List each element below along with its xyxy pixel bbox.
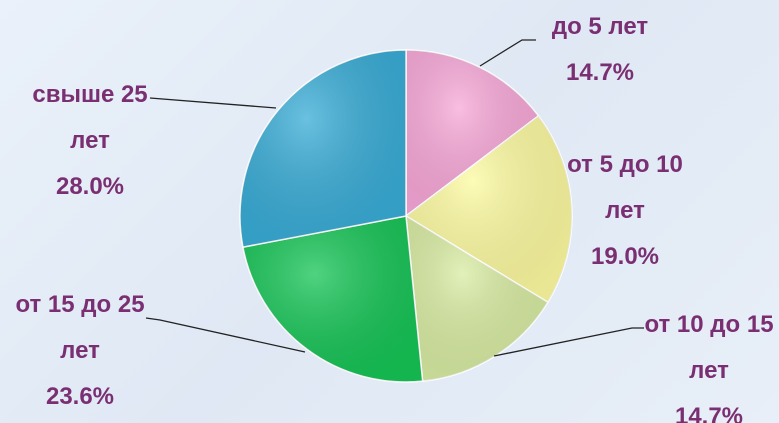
value-label: 19.0% [590,243,660,270]
category-label: от 10 до 15 лет [644,311,774,384]
leader-line [149,97,277,109]
value-label: 23.6% [45,383,115,410]
leader-line [493,327,644,357]
category-label: свыше 25 лет [32,81,148,154]
slice-label: свыше 25 лет 28.0% [25,72,155,210]
leader-line [145,317,306,353]
slice-label: от 15 до 25 лет 23.6% [5,282,155,420]
value-label: 14.7% [565,59,635,86]
slice-label: до 5 лет 14.7% [525,4,675,96]
category-label: до 5 лет [551,13,649,40]
value-label: 14.7% [674,403,744,423]
slice-label: от 10 до 15 лет 14.7% [639,302,779,423]
category-label: от 15 до 25 лет [15,291,145,364]
category-label: от 5 до 10 лет [567,151,683,224]
slice-label: от 5 до 10 лет 19.0% [565,142,685,280]
leader-line [479,39,536,67]
pie-slice [239,49,407,248]
value-label: 28.0% [55,173,125,200]
